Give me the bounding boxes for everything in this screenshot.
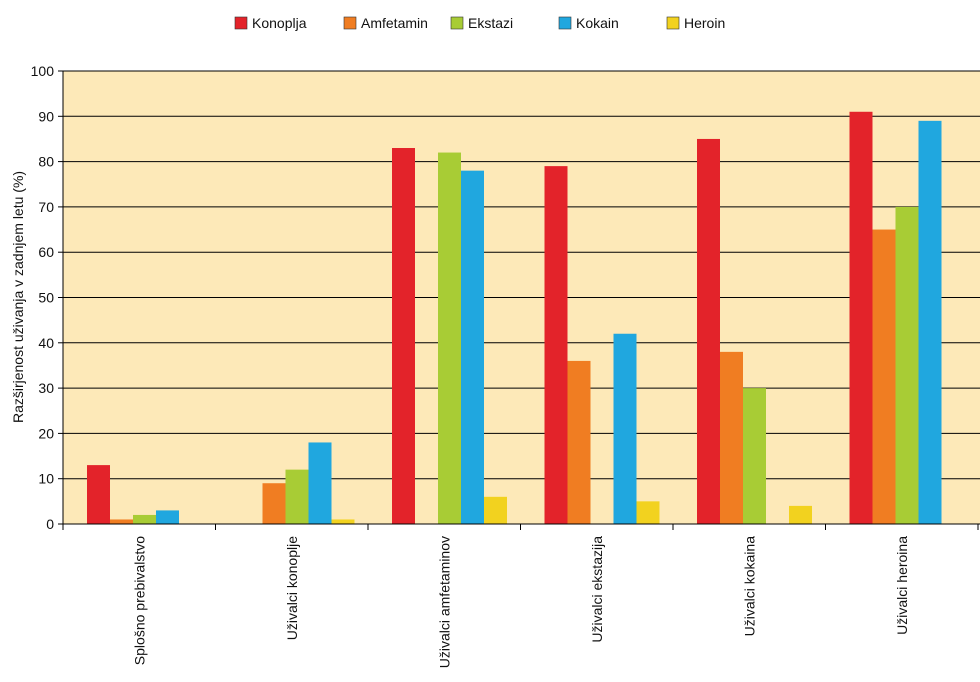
legend: Konoplja Amfetamin Ekstazi Kokain Heroin [234,15,725,31]
bar-kokain [918,120,942,524]
legend-label-heroin: Heroin [684,15,725,31]
x-category-label: Splošno prebivalstvo [131,536,147,665]
bars [87,111,942,525]
legend-swatch-kokain [558,16,572,30]
bar-konoplja [697,138,720,524]
y-tick-label: 50 [38,290,54,306]
y-tick-label: 30 [38,380,54,396]
bar-amfetamin [720,351,743,524]
legend-label-amfetamin: Amfetamin [361,15,428,31]
bar-amfetamin [567,360,591,524]
bar-konoplja [87,465,110,524]
bar-ekstazi [285,469,309,524]
y-tick-label: 90 [38,108,54,124]
bar-ekstazi [895,206,919,524]
y-tick-label: 40 [38,335,54,351]
y-tick-label: 80 [38,154,54,170]
bar-heroin [484,496,507,524]
gridlines [63,70,980,525]
bar-amfetamin [110,519,133,524]
bar-ekstazi [133,514,156,524]
bar-konoplja [544,166,568,524]
legend-swatch-ekstazi [450,16,464,30]
legend-swatch-heroin [666,16,680,30]
bar-kokain [308,442,332,524]
x-category-label: Uživalci heroina [894,536,910,635]
y-tick-label: 100 [31,63,55,79]
bar-konoplja [392,148,415,524]
y-tick-label: 10 [38,471,54,487]
x-category-label: Uživalci amfetaminov [436,536,452,668]
legend-label-konoplja: Konoplja [252,15,307,31]
y-tick-label: 70 [38,199,54,215]
y-tick-label: 0 [46,516,54,532]
bar-kokain [461,170,484,524]
bar-konoplja [849,111,873,525]
y-axis-title: Razširjenost uživanja v zadnjem letu (%) [10,171,26,423]
x-category-label: Uživalci ekstazija [589,536,605,643]
bar-ekstazi [743,388,766,524]
bar-amfetamin [262,483,286,524]
x-axis-category-labels: Splošno prebivalstvo Uživalci konoplje Uži… [131,536,910,668]
x-category-label: Uživalci kokaina [741,536,757,637]
x-category-label: Uživalci konoplje [284,536,300,640]
bar-amfetamin [872,229,896,525]
bar-heroin [331,519,355,524]
legend-swatch-konoplja [234,16,248,30]
legend-label-ekstazi: Ekstazi [468,15,513,31]
bar-kokain [613,333,637,524]
y-axis-ticks: 0 10 20 30 40 50 60 70 80 90 100 [31,63,63,532]
bar-ekstazi [438,152,461,525]
legend-label-kokain: Kokain [576,15,619,31]
bar-heroin [789,505,812,524]
y-tick-label: 60 [38,244,54,260]
y-tick-label: 20 [38,425,54,441]
bar-heroin [636,501,660,524]
bar-kokain [156,510,179,524]
legend-swatch-amfetamin [343,16,357,30]
